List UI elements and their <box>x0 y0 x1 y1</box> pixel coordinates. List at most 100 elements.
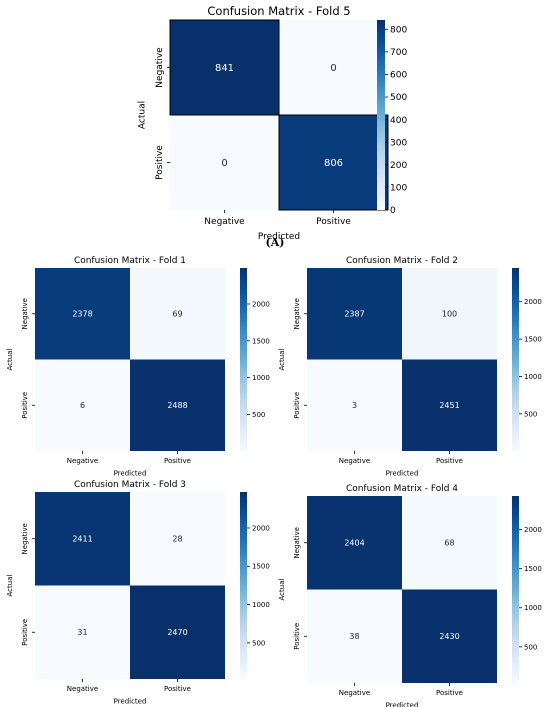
colorbar <box>240 492 247 679</box>
cell-value-label: 28 <box>172 535 182 544</box>
heatmap-cell <box>35 492 130 586</box>
heatmap-cell <box>279 115 388 210</box>
colorbar-tick-label: 500 <box>252 639 265 647</box>
cell-value-label: 68 <box>444 539 454 548</box>
colorbar-tick-label: 200 <box>390 161 407 171</box>
heatmap-cell <box>130 359 225 451</box>
heatmap-cell <box>35 585 130 679</box>
colorbar-tick-label: 1500 <box>252 563 270 571</box>
heatmap-panel-5: Confusion Matrix - Fold 4 2404 68 38 2430 Neg… <box>278 484 542 707</box>
y-axis-label: Actual <box>278 348 286 370</box>
colorbar-tick-label: 0 <box>390 206 396 216</box>
cell-value-label: 31 <box>77 628 87 637</box>
heatmap-cell <box>130 585 225 679</box>
y-tick-label: Negative <box>21 298 29 329</box>
y-axis-label: Actual <box>137 101 147 129</box>
chart-title: Confusion Matrix - Fold 3 <box>74 480 186 490</box>
y-tick-label: Positive <box>21 392 29 419</box>
x-axis-label: Predicted <box>114 698 147 706</box>
x-tick-label: Negative <box>204 217 245 227</box>
figure-caption: (A) <box>265 236 285 249</box>
cell-value-label: 3 <box>352 401 357 410</box>
heatmap-cell <box>170 20 279 115</box>
colorbar-tick-label: 500 <box>252 411 265 419</box>
heatmap-cell <box>307 359 402 451</box>
cell-value-label: 2430 <box>439 632 459 641</box>
chart-title: Confusion Matrix - Fold 2 <box>346 256 458 266</box>
colorbar-tick-label: 1500 <box>524 336 542 344</box>
heatmap-cell <box>402 268 497 360</box>
cell-value-label: 841 <box>215 63 234 74</box>
x-tick-label: Negative <box>339 689 370 697</box>
colorbar <box>512 268 519 451</box>
colorbar-tick-label: 600 <box>390 71 407 81</box>
y-tick-label: Negative <box>21 523 29 554</box>
chart-title: Confusion Matrix - Fold 1 <box>74 256 186 266</box>
colorbar-tick-label: 1500 <box>524 565 542 573</box>
colorbar-tick-label: 500 <box>524 410 537 418</box>
y-axis-label: Actual <box>6 574 14 596</box>
colorbar <box>240 268 247 451</box>
heatmap-panel-3: Confusion Matrix - Fold 2 2387 100 3 2451 Neg… <box>278 256 542 478</box>
heatmap-cell <box>130 268 225 360</box>
y-tick-label: Positive <box>21 619 29 646</box>
colorbar <box>512 496 519 683</box>
colorbar-tick-label: 2000 <box>524 298 542 306</box>
colorbar-tick-label: 700 <box>390 48 407 58</box>
heatmap-cell <box>402 589 497 683</box>
colorbar-tick-label: 300 <box>390 138 407 148</box>
x-axis-label: Predicted <box>258 232 300 242</box>
x-tick-label: Positive <box>316 217 351 227</box>
y-tick-label: Positive <box>293 623 301 650</box>
heatmap-panel-1: Confusion Matrix - Fold 5 841 0 0 806 Negativ… <box>137 4 407 242</box>
heatmap-cell <box>307 268 402 360</box>
x-axis-label: Predicted <box>386 702 419 707</box>
heatmap-cell <box>35 359 130 451</box>
colorbar-tick-label: 400 <box>390 116 407 126</box>
x-tick-label: Positive <box>436 689 463 697</box>
cell-value-label: 0 <box>330 63 336 74</box>
cell-value-label: 2404 <box>344 539 364 548</box>
colorbar <box>377 20 385 210</box>
cell-value-label: 2451 <box>439 401 459 410</box>
chart-title: Confusion Matrix - Fold 4 <box>346 484 458 494</box>
cell-value-label: 0 <box>221 158 227 169</box>
cell-value-label: 2387 <box>344 310 364 319</box>
colorbar-tick-label: 1000 <box>524 373 542 381</box>
x-axis-label: Predicted <box>114 470 147 478</box>
x-tick-label: Negative <box>67 685 98 693</box>
heatmap-panel-4: Confusion Matrix - Fold 3 2411 28 31 2470 Neg… <box>6 480 270 706</box>
colorbar-tick-label: 1000 <box>524 604 542 612</box>
x-tick-label: Positive <box>164 685 191 693</box>
y-axis-label: Actual <box>6 348 14 370</box>
heatmap-cell <box>130 492 225 586</box>
chart-title: Confusion Matrix - Fold 5 <box>207 4 350 18</box>
cell-value-label: 38 <box>349 632 359 641</box>
y-tick-label: Negative <box>155 47 165 88</box>
heatmap-panel-2: Confusion Matrix - Fold 1 2378 69 6 2488 Nega… <box>6 256 270 478</box>
colorbar-tick-label: 1500 <box>252 337 270 345</box>
heatmap-cell <box>307 589 402 683</box>
colorbar-tick-label: 100 <box>390 184 407 194</box>
x-tick-label: Negative <box>339 457 370 465</box>
colorbar-tick-label: 1000 <box>252 374 270 382</box>
heatmap-cell <box>402 496 497 590</box>
cell-value-label: 100 <box>442 310 457 319</box>
heatmap-cell <box>279 20 388 115</box>
heatmap-cell <box>35 268 130 360</box>
y-axis-label: Actual <box>278 578 286 600</box>
cell-value-label: 2470 <box>167 628 187 637</box>
heatmap-cell <box>170 115 279 210</box>
heatmap-cell <box>307 496 402 590</box>
cell-value-label: 2378 <box>72 310 92 319</box>
colorbar-tick-label: 2000 <box>252 524 270 532</box>
x-tick-label: Positive <box>436 457 463 465</box>
x-tick-label: Negative <box>67 457 98 465</box>
colorbar-tick-label: 500 <box>524 643 537 651</box>
cell-value-label: 69 <box>172 310 182 319</box>
heatmap-cell <box>402 359 497 451</box>
cell-value-label: 6 <box>80 401 85 410</box>
colorbar-tick-label: 2000 <box>252 300 270 308</box>
x-tick-label: Positive <box>164 457 191 465</box>
